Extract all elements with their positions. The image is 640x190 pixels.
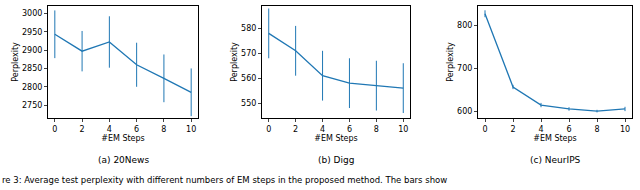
svg-text:580: 580: [241, 24, 256, 33]
svg-text:4: 4: [107, 125, 112, 134]
svg-text:550: 550: [241, 99, 256, 108]
svg-text:600: 600: [457, 107, 472, 116]
svg-text:6: 6: [566, 125, 571, 134]
svg-text:(a) 20News: (a) 20News: [98, 155, 149, 165]
svg-text:2900: 2900: [22, 46, 42, 55]
svg-text:re 3: Average test perplexity: re 3: Average test perplexity with diffe…: [2, 175, 447, 185]
svg-text:3000: 3000: [22, 9, 42, 18]
svg-text:Perplexity: Perplexity: [11, 42, 20, 82]
svg-text:2: 2: [80, 125, 85, 134]
svg-text:6: 6: [347, 125, 352, 134]
svg-text:10: 10: [398, 125, 408, 134]
svg-text:2: 2: [510, 125, 515, 134]
svg-text:0: 0: [266, 125, 271, 134]
svg-text:6: 6: [134, 125, 139, 134]
svg-text:2950: 2950: [22, 28, 42, 37]
svg-text:4: 4: [538, 125, 543, 134]
svg-text:(c) NeurIPS: (c) NeurIPS: [530, 155, 581, 165]
svg-text:8: 8: [374, 125, 379, 134]
svg-text:2750: 2750: [22, 101, 42, 110]
svg-text:2: 2: [293, 125, 298, 134]
svg-text:4: 4: [320, 125, 325, 134]
svg-text:0: 0: [482, 125, 487, 134]
svg-text:(b) Digg: (b) Digg: [318, 155, 354, 165]
svg-text:800: 800: [457, 21, 472, 30]
svg-text:2800: 2800: [22, 83, 42, 92]
svg-text:560: 560: [241, 74, 256, 83]
svg-text:8: 8: [161, 125, 166, 134]
svg-text:#EM Steps: #EM Steps: [314, 134, 358, 143]
svg-text:Perplexity: Perplexity: [446, 42, 455, 82]
svg-text:8: 8: [594, 125, 599, 134]
svg-text:#EM Steps: #EM Steps: [533, 134, 577, 143]
svg-text:10: 10: [620, 125, 630, 134]
svg-text:700: 700: [457, 64, 472, 73]
svg-text:10: 10: [186, 125, 196, 134]
svg-text:2850: 2850: [22, 64, 42, 73]
svg-text:0: 0: [52, 125, 57, 134]
svg-text:570: 570: [241, 49, 256, 58]
svg-text:Perplexity: Perplexity: [230, 42, 239, 82]
svg-text:#EM Steps: #EM Steps: [101, 134, 145, 143]
